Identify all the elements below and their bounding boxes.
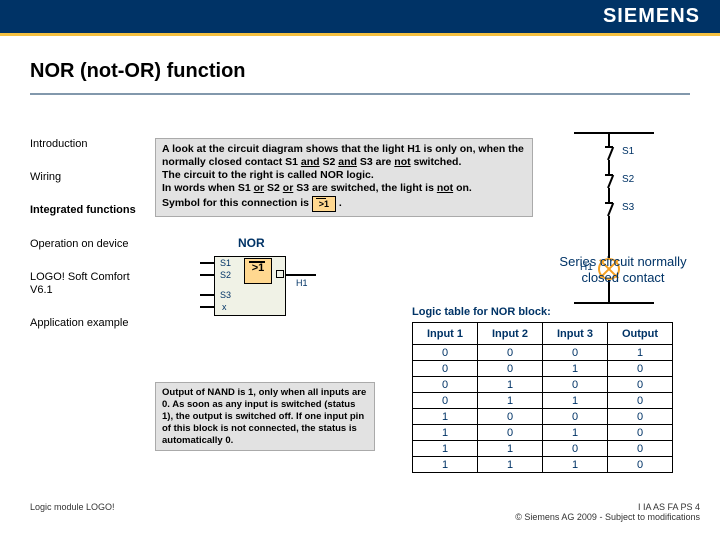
table-cell: 0 xyxy=(413,393,478,409)
logic-table: Input 1 Input 2 Input 3 Output 000100100… xyxy=(412,322,673,473)
nor-input-s3: S3 xyxy=(220,290,231,300)
table-cell: 1 xyxy=(543,393,608,409)
table-cell: 1 xyxy=(413,457,478,473)
label-s3: S3 xyxy=(622,202,634,213)
logic-table-caption: Logic table for NOR block: xyxy=(412,306,551,318)
nor-gate-symbol: >1 xyxy=(244,258,272,284)
table-cell: 0 xyxy=(413,361,478,377)
nor-input-x: x xyxy=(222,302,227,312)
table-cell: 0 xyxy=(608,393,673,409)
nor-output-label: H1 xyxy=(296,278,308,288)
table-cell: 0 xyxy=(543,345,608,361)
series-circuit-caption: Series circuit normally closed contact xyxy=(548,254,698,285)
sidebar-item-wiring[interactable]: Wiring xyxy=(30,171,140,184)
nc-bar-s3 xyxy=(605,202,613,204)
table-cell: 1 xyxy=(478,441,543,457)
nor-wire-in-3 xyxy=(200,294,214,296)
nor-wire-in-4 xyxy=(200,306,214,308)
table-cell: 1 xyxy=(543,425,608,441)
nor-overline xyxy=(249,261,265,263)
page-title: NOR (not-OR) function xyxy=(30,60,690,83)
table-cell: 1 xyxy=(413,409,478,425)
th-output: Output xyxy=(608,323,673,345)
table-cell: 0 xyxy=(608,361,673,377)
table-cell: 0 xyxy=(413,377,478,393)
table-row: 0001 xyxy=(413,345,673,361)
table-cell: 0 xyxy=(608,425,673,441)
top-rail xyxy=(574,132,654,134)
th-input-3: Input 3 xyxy=(543,323,608,345)
table-cell: 1 xyxy=(608,345,673,361)
sidebar-item-introduction[interactable]: Introduction xyxy=(30,138,140,151)
desc-text: A look at the circuit diagram shows that… xyxy=(162,143,524,209)
label-s1: S1 xyxy=(622,146,634,157)
nor-block-title: NOR xyxy=(238,236,265,250)
table-header-row: Input 1 Input 2 Input 3 Output xyxy=(413,323,673,345)
table-cell: 0 xyxy=(413,345,478,361)
table-cell: 0 xyxy=(543,409,608,425)
description-box: A look at the circuit diagram shows that… xyxy=(155,138,533,217)
table-cell: 1 xyxy=(543,457,608,473)
footer-left: Logic module LOGO! xyxy=(30,502,115,522)
nc-bar-s2 xyxy=(605,174,613,176)
title-section: NOR (not-OR) function xyxy=(30,60,690,95)
nor-output-wire xyxy=(286,274,316,276)
brand-logo: SIEMENS xyxy=(603,5,700,28)
sidebar-item-application-example[interactable]: Application example xyxy=(30,317,140,330)
contact-s2 xyxy=(608,174,610,188)
sidebar-nav: Introduction Wiring Integrated functions… xyxy=(30,138,140,350)
th-input-1: Input 1 xyxy=(413,323,478,345)
table-cell: 1 xyxy=(413,425,478,441)
table-cell: 0 xyxy=(543,377,608,393)
table-cell: 1 xyxy=(478,457,543,473)
title-underline xyxy=(30,93,690,95)
nor-symbol-icon: >1 xyxy=(312,196,336,212)
table-cell: 0 xyxy=(478,361,543,377)
table-row: 0010 xyxy=(413,361,673,377)
brand-bar: SIEMENS xyxy=(0,0,720,36)
bottom-rail xyxy=(574,302,654,304)
table-cell: 0 xyxy=(478,345,543,361)
label-s2: S2 xyxy=(622,174,634,185)
table-cell: 1 xyxy=(478,377,543,393)
nor-output-node xyxy=(276,270,284,278)
sidebar-item-integrated-functions[interactable]: Integrated functions xyxy=(30,204,140,217)
table-cell: 1 xyxy=(478,393,543,409)
nor-wire-in-2 xyxy=(200,274,214,276)
footer-right: I IA AS FA PS 4 © Siemens AG 2009 - Subj… xyxy=(515,502,700,522)
table-cell: 0 xyxy=(608,377,673,393)
table-row: 1000 xyxy=(413,409,673,425)
footer: Logic module LOGO! I IA AS FA PS 4 © Sie… xyxy=(30,502,700,522)
table-row: 0110 xyxy=(413,393,673,409)
table-cell: 0 xyxy=(478,409,543,425)
contact-s1 xyxy=(608,146,610,160)
table-row: 1100 xyxy=(413,441,673,457)
table-cell: 1 xyxy=(543,361,608,377)
contact-s3 xyxy=(608,202,610,216)
table-row: 0100 xyxy=(413,377,673,393)
nor-wire-in-1 xyxy=(200,262,214,264)
sidebar-item-operation[interactable]: Operation on device xyxy=(30,238,140,251)
table-row: 1010 xyxy=(413,425,673,441)
nor-input-s1: S1 xyxy=(220,258,231,268)
nc-bar-s1 xyxy=(605,146,613,148)
th-input-2: Input 2 xyxy=(478,323,543,345)
sidebar-item-logo-soft[interactable]: LOGO! Soft Comfort V6.1 xyxy=(30,271,140,297)
table-row: 1110 xyxy=(413,457,673,473)
table-cell: 0 xyxy=(608,441,673,457)
table-cell: 0 xyxy=(608,409,673,425)
output-note-box: Output of NAND is 1, only when all input… xyxy=(155,382,375,451)
nor-input-s2: S2 xyxy=(220,270,231,280)
table-cell: 0 xyxy=(608,457,673,473)
table-cell: 0 xyxy=(478,425,543,441)
table-cell: 1 xyxy=(413,441,478,457)
nor-block-diagram: NOR S1 S2 S3 x >1 H1 xyxy=(170,240,360,332)
table-cell: 0 xyxy=(543,441,608,457)
